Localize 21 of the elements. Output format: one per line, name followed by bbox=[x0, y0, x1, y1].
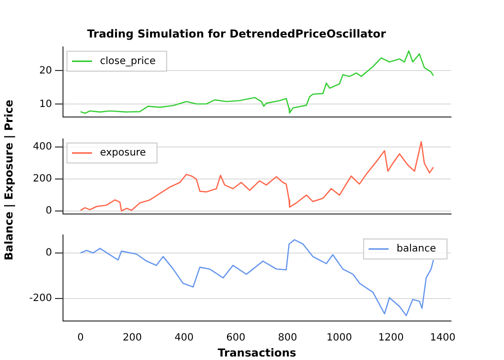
x-tick-label: 400 bbox=[174, 332, 194, 344]
x-tick-label: 600 bbox=[226, 332, 246, 344]
y-axis-title: Balance | Exposure | Price bbox=[2, 100, 16, 260]
y-tick-label: -200 bbox=[29, 292, 52, 304]
y-tick-label: 0 bbox=[46, 248, 52, 259]
legend-label: balance bbox=[396, 244, 436, 255]
y-tick-label: 10 bbox=[39, 98, 52, 110]
legend-label: close_price bbox=[100, 56, 156, 67]
chart-title: Trading Simulation for DetrendedPriceOscillator bbox=[87, 27, 386, 40]
y-tick-label: 20 bbox=[39, 65, 52, 76]
y-tick-label: 400 bbox=[32, 141, 52, 152]
x-tick-label: 0 bbox=[77, 332, 84, 344]
y-tick-label: 0 bbox=[46, 206, 52, 217]
x-tick-label: 200 bbox=[122, 332, 142, 344]
x-axis-title: Transactions bbox=[218, 346, 297, 360]
x-tick-label: 800 bbox=[278, 332, 298, 344]
x-tick-label: 1200 bbox=[378, 332, 404, 344]
x-tick-label: 1000 bbox=[326, 332, 352, 344]
y-tick-label: 200 bbox=[32, 174, 52, 184]
x-tick-label: 1400 bbox=[430, 332, 456, 344]
legend-label: exposure bbox=[100, 148, 146, 159]
